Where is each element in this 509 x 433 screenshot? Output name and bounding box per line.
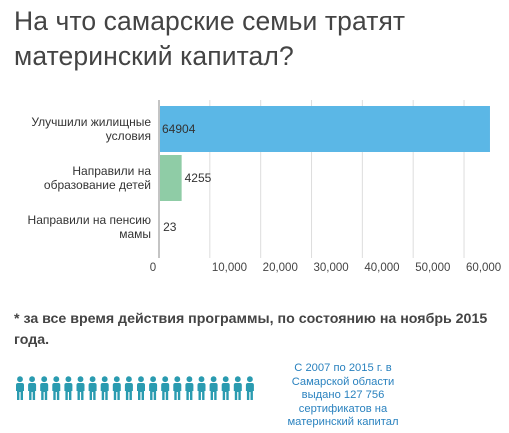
person-icon [161, 376, 170, 400]
person-icon [100, 376, 109, 400]
person-icon [209, 376, 218, 400]
x-tick-label: 40,000 [364, 262, 399, 274]
person-icon [233, 376, 242, 400]
bar-value-label: 64904 [162, 122, 196, 136]
x-tick-label: 30,000 [314, 262, 349, 274]
person-icon [221, 376, 230, 400]
footnote: * за все время действия программы, по со… [14, 311, 488, 348]
x-tick-label: 20,000 [263, 262, 298, 274]
person-icon [76, 376, 85, 400]
person-icon [124, 376, 133, 400]
person-icon [52, 376, 61, 400]
person-icon [137, 376, 145, 400]
person-icon [185, 376, 194, 400]
page-title: На что самарские семьи тратят матерински… [14, 6, 406, 71]
category-label: Улучшили жилищные [31, 115, 151, 129]
x-tick-label: 60,000 [466, 262, 501, 274]
value-labels: 64904 4255 23 [162, 122, 212, 234]
x-tick-label: 50,000 [415, 262, 450, 274]
bar-value-label: 4255 [185, 171, 212, 185]
category-label: условия [106, 129, 151, 143]
person-icon [197, 376, 206, 400]
x-tick-label: 0 [150, 262, 156, 274]
tick-labels: 0 10,000 20,000 30,000 40,000 50,000 60,000 [150, 262, 501, 274]
person-icon [88, 376, 97, 400]
person-icon [173, 376, 182, 400]
person-icon [245, 376, 254, 400]
person-icon [112, 376, 121, 400]
certificates-info-text: С 2007 по 2015 г. в Самарской области вы… [287, 362, 399, 428]
person-icon [16, 376, 24, 400]
bar-value-label: 23 [163, 220, 177, 234]
people-icon-row [16, 376, 254, 400]
person-icon [149, 376, 158, 400]
category-label: Направили на [72, 164, 151, 178]
bar [160, 106, 490, 152]
person-icon [64, 376, 73, 400]
person-icon [40, 376, 49, 400]
category-label: мамы [119, 227, 151, 241]
category-label: Направили на пенсию [28, 213, 151, 227]
x-tick-label: 10,000 [212, 262, 247, 274]
category-label: образование детей [44, 178, 151, 192]
person-icon [28, 376, 37, 400]
bars [160, 106, 490, 201]
bar [160, 155, 182, 201]
